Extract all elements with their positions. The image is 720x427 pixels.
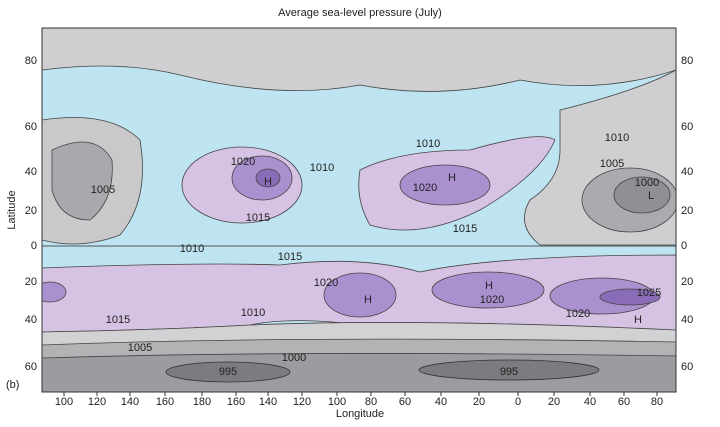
frame	[41, 27, 677, 393]
high-center	[599, 288, 661, 306]
x-tick-label: 140	[259, 396, 277, 408]
y-tick-label-right: 20	[681, 276, 693, 288]
x-tick-label: 60	[618, 396, 630, 408]
high-core	[431, 271, 545, 309]
y-tick-label: 0	[31, 240, 37, 252]
isobar-label: 1020	[413, 182, 437, 194]
isobar-label: H	[634, 314, 642, 326]
y-tick-label-right: 60	[681, 361, 693, 373]
high-core	[42, 281, 67, 303]
x-tick-label: 20	[473, 396, 485, 408]
isobar-label: H	[364, 294, 372, 306]
y-tick-label-right: 40	[681, 166, 693, 178]
isobar-label: 1020	[231, 156, 255, 168]
isobar-label: 995	[500, 366, 518, 378]
pacific-low-core	[51, 141, 113, 221]
isobar-label: 1015	[106, 314, 130, 326]
isobar-label: H	[448, 172, 456, 184]
isobar-label: 1010	[180, 243, 204, 255]
atlantic-high-core	[399, 164, 491, 206]
panel-label: (b)	[6, 379, 19, 391]
isobar-label: 1000	[635, 177, 659, 189]
isobar-label: L	[648, 190, 654, 202]
x-tick-label: 160	[227, 396, 245, 408]
x-tick-label: 120	[293, 396, 311, 408]
isobar-label: 1020	[314, 277, 338, 289]
isobar-label: H	[485, 280, 493, 292]
x-tick-label: 40	[435, 396, 447, 408]
map-area	[42, 28, 676, 392]
pacific-high-center	[255, 168, 281, 188]
y-tick-label: 80	[25, 55, 37, 67]
isobar-label: 1015	[453, 223, 477, 235]
x-tick-label: 20	[548, 396, 560, 408]
y-tick-label: 20	[25, 205, 37, 217]
x-axis-label: Longitude	[336, 408, 384, 420]
x-tick-label: 80	[651, 396, 663, 408]
isobar-label: 995	[219, 366, 237, 378]
x-tick-label: 80	[365, 396, 377, 408]
x-tick-label: 180	[193, 396, 211, 408]
isobar-label: 1025	[637, 287, 661, 299]
low-core	[165, 361, 291, 383]
y-tick-label: 40	[25, 314, 37, 326]
x-tick-label: 160	[156, 396, 174, 408]
asian-low-center	[613, 176, 671, 214]
north-band	[42, 28, 676, 92]
y-tick-label: 20	[25, 276, 37, 288]
x-tick-label: 40	[584, 396, 596, 408]
isobar-label: 1005	[128, 342, 152, 354]
low-core	[418, 359, 600, 381]
y-tick-label: 60	[25, 121, 37, 133]
title: Average sea-level pressure (July)	[278, 7, 442, 19]
isobar-label: 1020	[566, 308, 590, 320]
y-tick-label-right: 20	[681, 205, 693, 217]
isobar-label: 1020	[480, 294, 504, 306]
y-tick-label: 60	[25, 361, 37, 373]
y-tick-label-right: 40	[681, 314, 693, 326]
labels: 100 120 140 160 180 160 140 120 100 80 60 40 20 0 20 40…	[25, 55, 694, 408]
y-tick-label: 40	[25, 166, 37, 178]
y-tick-label-right: 0	[681, 240, 687, 252]
isobar-label: 1015	[246, 212, 270, 224]
isobar-label: 1005	[600, 158, 624, 170]
isobar-label: 1010	[416, 138, 440, 150]
y-tick-label-right: 60	[681, 121, 693, 133]
x-tick-label: 140	[121, 396, 139, 408]
isobar-label: 1010	[241, 307, 265, 319]
x-tick-label: 120	[88, 396, 106, 408]
high-core	[323, 272, 397, 318]
isobar-label: 1010	[605, 132, 629, 144]
isobar-label: 1010	[310, 162, 334, 174]
y-tick-label-right: 80	[681, 55, 693, 67]
isobar-label: 1005	[91, 184, 115, 196]
isobar-label: 1000	[282, 352, 306, 364]
x-tick-label: 60	[399, 396, 411, 408]
isobar-label: H	[264, 176, 272, 188]
x-tick-label: 100	[328, 396, 346, 408]
x-tick-label: 0	[515, 396, 521, 408]
x-tick-label: 100	[55, 396, 73, 408]
isobar-label: 1015	[278, 251, 302, 263]
y-axis-label: Latitude	[6, 190, 18, 229]
